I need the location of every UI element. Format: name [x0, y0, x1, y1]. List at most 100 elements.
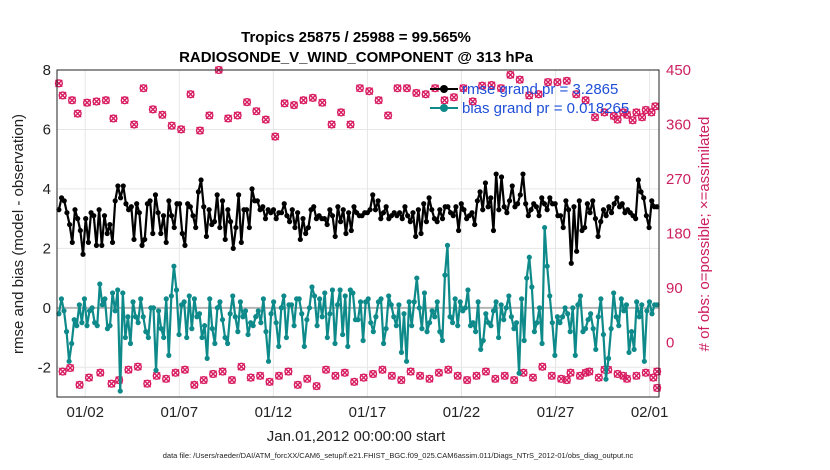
rmse-point: [249, 186, 255, 192]
bias-point: [240, 314, 246, 320]
bias-point: [143, 329, 149, 335]
bias-point: [176, 331, 182, 338]
bias-point: [342, 293, 348, 299]
bias-point: [603, 376, 609, 382]
bias-point: [378, 296, 384, 302]
obs-marker: [534, 90, 543, 99]
bias-point: [153, 367, 159, 373]
rmse-point: [244, 207, 250, 213]
bias-point: [58, 296, 65, 302]
bias-point: [150, 305, 157, 311]
rmse-point: [107, 221, 113, 228]
obs-marker: [186, 90, 195, 99]
rmse-point: [488, 195, 494, 201]
bias-point: [498, 302, 504, 308]
obs-marker: [562, 76, 571, 86]
obs-bottom-marker: [58, 367, 67, 376]
bias-point: [644, 308, 650, 314]
bias-point: [388, 302, 394, 308]
y-left-tick-label: 2: [43, 240, 51, 257]
bias-point: [572, 352, 578, 358]
obs-marker: [553, 78, 562, 87]
bias-point: [299, 311, 305, 317]
obs-marker: [613, 115, 622, 124]
obs-bottom-marker: [619, 371, 628, 380]
rmse-point: [152, 192, 159, 198]
rmse-point: [109, 239, 116, 246]
rmse-point: [523, 201, 529, 207]
rmse-point: [93, 242, 100, 248]
rmse-point: [321, 216, 328, 222]
rmse-point: [225, 207, 231, 213]
obs-bottom-marker: [453, 371, 462, 380]
bias-point: [618, 296, 624, 302]
rmse-point: [56, 207, 62, 213]
rmse-point: [568, 260, 574, 266]
obs-bottom-marker: [425, 374, 434, 383]
bias-point: [89, 305, 95, 311]
obs-bottom-marker: [124, 365, 133, 374]
obs-marker: [167, 121, 176, 130]
bias-point: [357, 299, 364, 305]
rmse-point: [99, 242, 105, 248]
rmse-point: [429, 207, 435, 213]
rmse-point: [91, 213, 97, 219]
obs-marker: [261, 115, 270, 124]
rmse-point: [563, 198, 569, 204]
bias-point: [621, 308, 627, 314]
bias-point: [245, 331, 251, 338]
bias-point: [71, 317, 77, 323]
bias-point: [488, 323, 494, 329]
x-tick-label: 02/01: [631, 404, 669, 421]
rmse-point: [504, 210, 510, 216]
rmse-point: [340, 207, 346, 213]
rmse-point: [335, 204, 341, 210]
rmse-point: [461, 207, 467, 213]
rmse-point: [187, 204, 193, 210]
rmse-point: [539, 195, 545, 201]
bias-point: [94, 323, 100, 329]
bias-point: [202, 323, 208, 329]
obs-marker: [365, 87, 374, 96]
rmse-point: [104, 230, 110, 237]
bias-point: [84, 323, 90, 329]
bias-point: [140, 314, 146, 320]
y-left-tick-label: 6: [43, 121, 51, 138]
bias-point: [217, 299, 223, 305]
bias-point: [368, 320, 374, 326]
rmse-point: [517, 192, 523, 198]
y-right-tick-label: 450: [666, 62, 691, 79]
rmse-point: [64, 210, 70, 216]
bias-point: [480, 337, 486, 344]
bias-point: [475, 299, 481, 305]
rmse-point: [646, 224, 652, 231]
bias-point: [281, 293, 287, 299]
obs-marker: [402, 84, 412, 93]
obs-bottom-marker: [463, 375, 472, 385]
bias-point: [265, 358, 272, 364]
rmse-point: [227, 219, 234, 225]
bias-point: [135, 320, 141, 326]
bias-series: [56, 224, 660, 394]
rmse-point: [115, 183, 121, 189]
rmse-point: [515, 201, 521, 207]
bias-point: [437, 329, 443, 335]
x-tick-label: 01/12: [255, 404, 293, 421]
bias-point: [432, 314, 438, 320]
x-tick-label: 01/22: [443, 404, 481, 421]
rmse-point: [614, 195, 620, 201]
obs-marker: [440, 96, 449, 105]
bias-point: [304, 317, 310, 323]
bias-point: [79, 320, 85, 326]
bias-point: [391, 314, 397, 320]
rmse-point: [343, 230, 349, 237]
y-right-tick-label: 0: [666, 335, 674, 352]
bias-point: [513, 320, 520, 326]
rmse-point: [214, 192, 220, 198]
rmse-point: [171, 224, 177, 231]
obs-bottom-marker: [171, 368, 180, 377]
bias-point: [511, 326, 517, 332]
rmse-point: [571, 204, 577, 210]
y-right-tick-label: 90: [666, 280, 683, 297]
obs-bottom-marker: [632, 371, 641, 380]
